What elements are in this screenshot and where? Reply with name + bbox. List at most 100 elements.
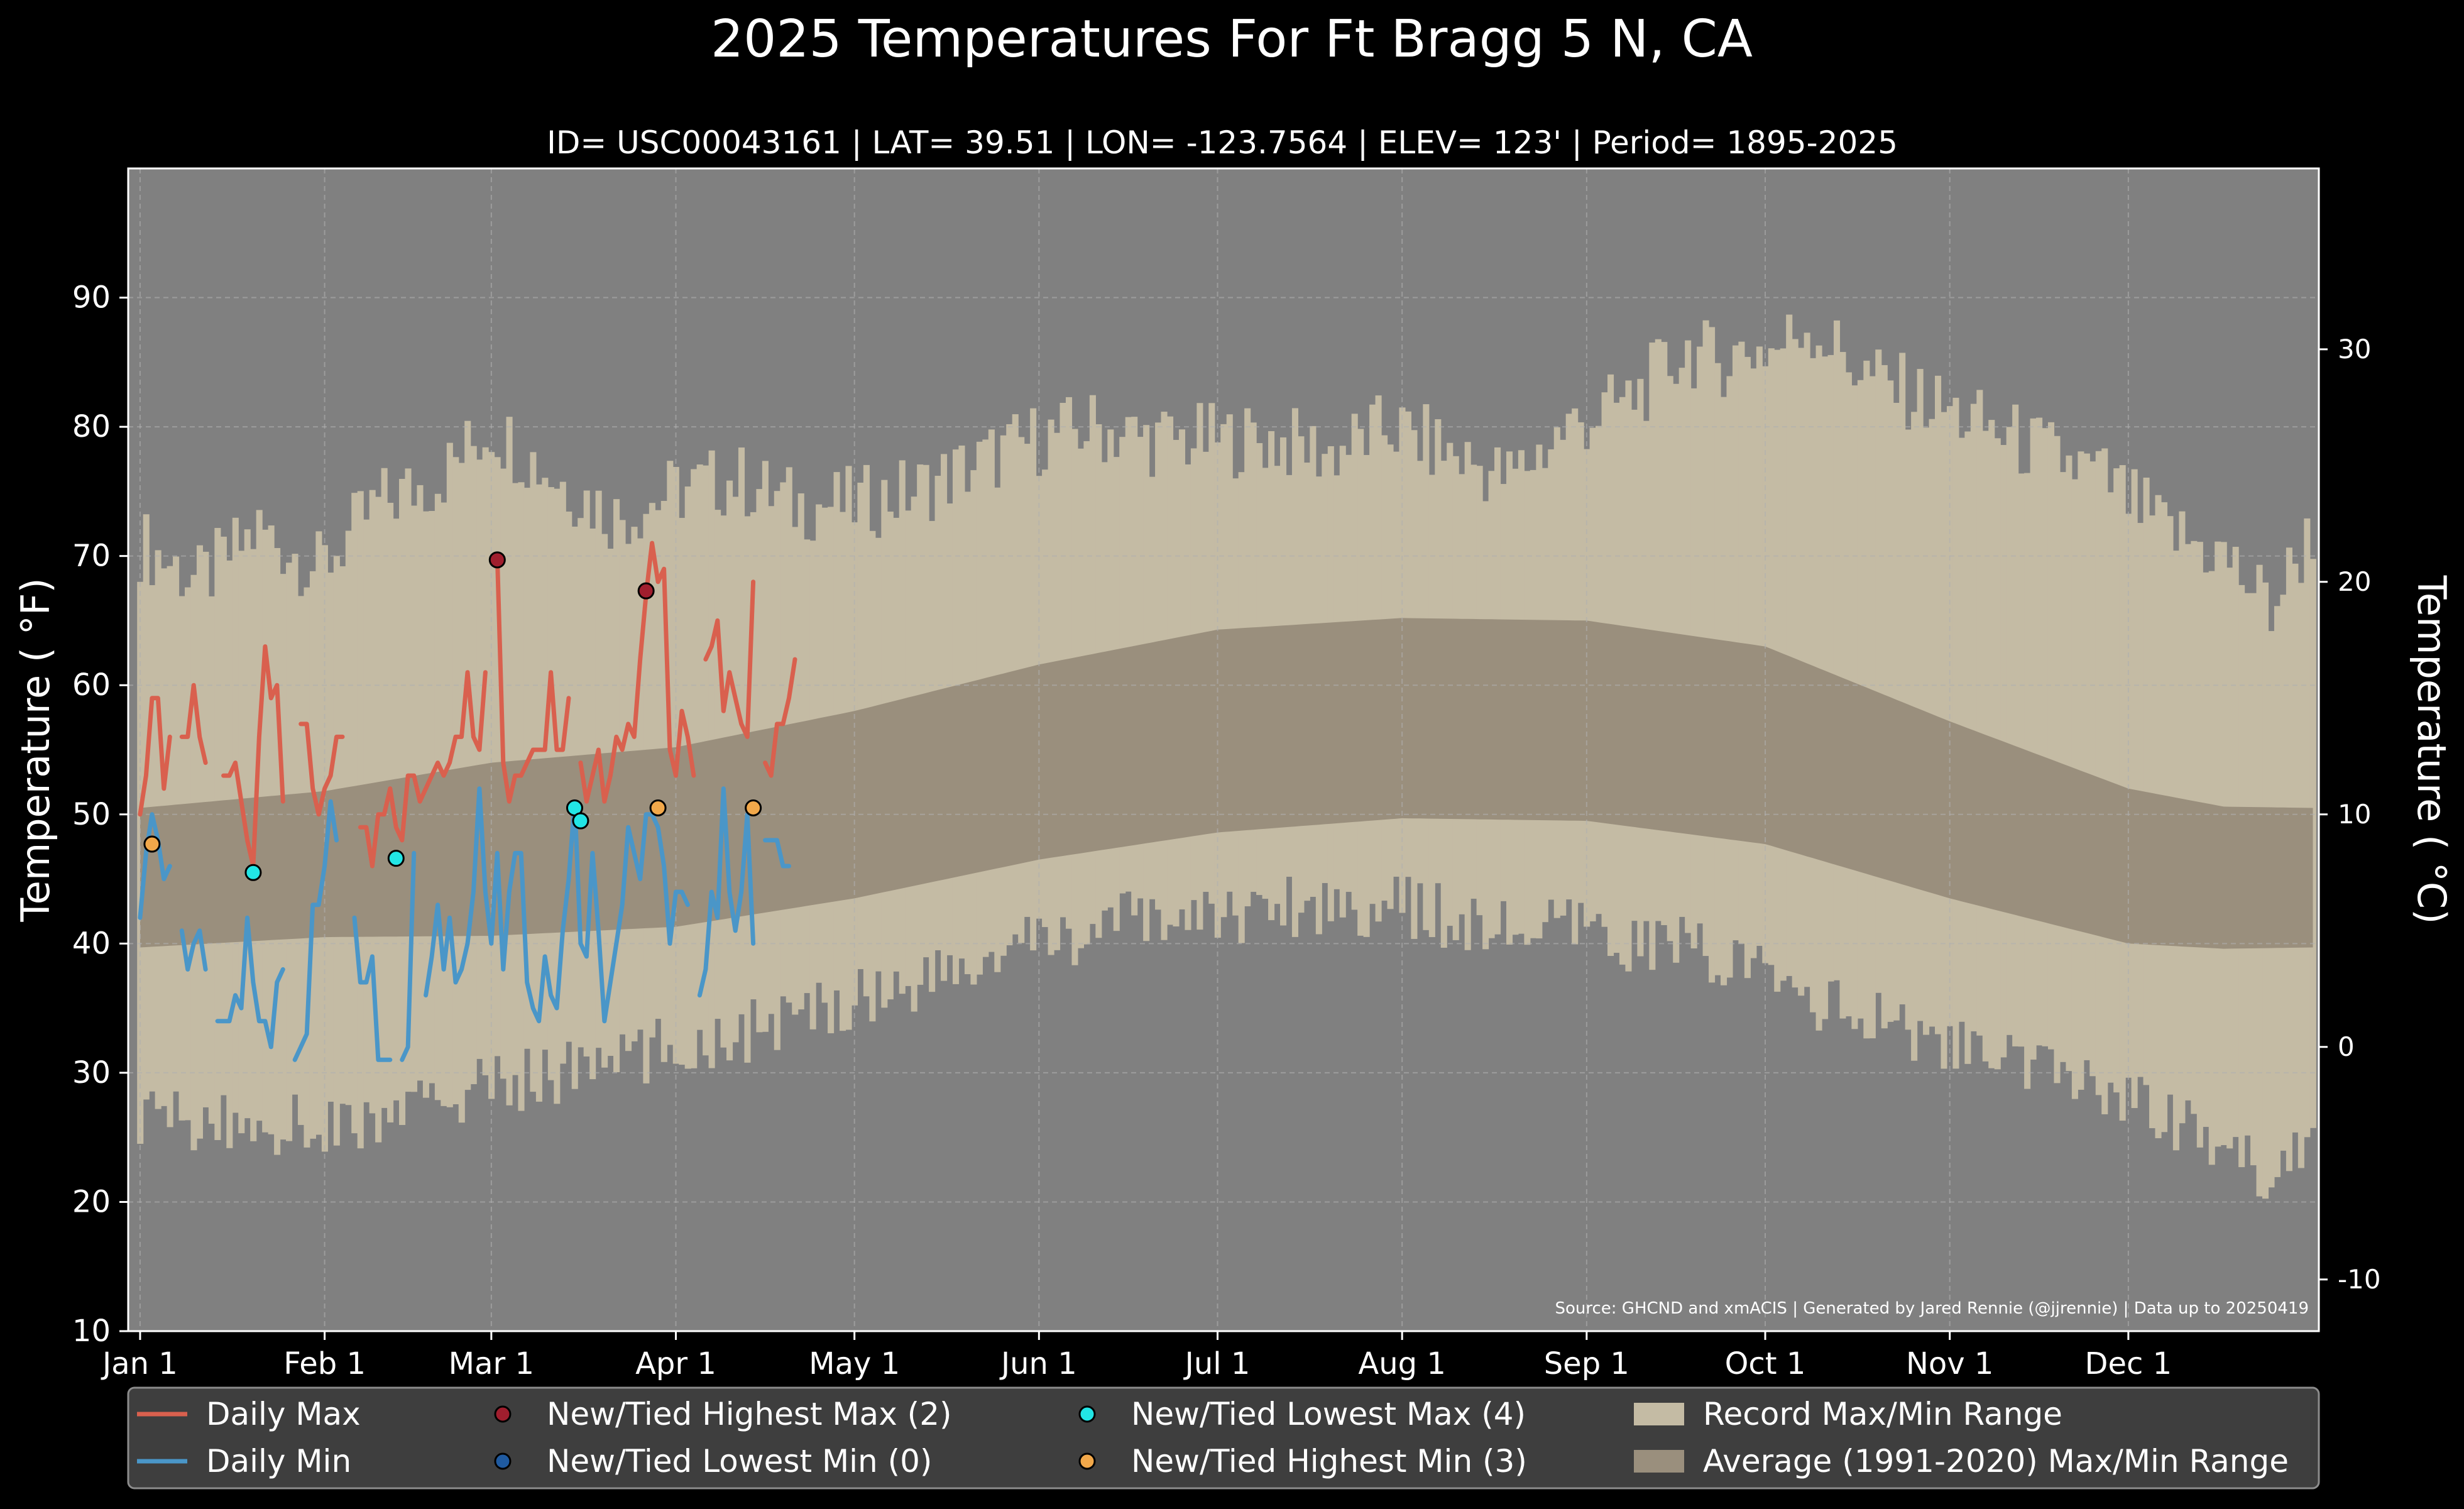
x-tick-label: Jan 1 [101,1346,178,1381]
daily-min-line [138,812,172,920]
legend-label: Record Max/Min Range [1703,1396,2062,1432]
record-range-bar [1976,390,1983,1036]
daily-max-line [763,657,797,778]
y-tick-label: 10 [72,1314,111,1349]
y-right-tick-label: 0 [2338,1031,2355,1062]
record-range-bar [2089,461,2096,1077]
y-tick-label: 20 [72,1184,111,1219]
record-range-bar [2078,451,2084,1090]
record-range-bar [2309,559,2316,1128]
legend-swatch-lowest-max [1078,1405,1096,1423]
record-range-bar [1827,354,1834,982]
legend-label: Average (1991-2020) Max/Min Range [1703,1443,2289,1479]
legend-label: New/Tied Highest Min (3) [1131,1443,1527,1479]
y-tick-label: 70 [72,539,111,574]
legend-swatch-average-range [1634,1450,1684,1473]
record-range-bar [2066,455,2072,1072]
x-tick-label: May 1 [809,1346,900,1381]
daily-max-line [179,683,208,765]
average-range-area [140,618,2313,949]
daily-min-line [215,915,285,1050]
record-point-highest-min [143,835,161,853]
y-right-tick-label: 10 [2338,799,2371,830]
record-range-bar [2083,453,2090,1060]
x-tick-label: Sep 1 [1544,1346,1629,1381]
record-point-highest-min [649,799,667,816]
y-tick-label: 90 [72,280,111,316]
record-range-bar [2030,418,2037,1060]
record-range-bar [1804,332,1810,987]
x-tick-label: Oct 1 [1725,1346,1806,1381]
record-range-bar [2047,422,2055,1050]
record-range-bar [143,514,150,1100]
record-range-bar [1697,346,1704,924]
y-tick-label: 50 [72,797,111,832]
daily-min-line [179,928,208,972]
daily-max-line [703,579,756,739]
record-range-bar [2036,417,2043,1046]
record-point-lowest-max [244,864,262,881]
record-range-bar [2006,427,2013,1035]
record-range-bar [1899,353,1906,1005]
x-tick-label: Nov 1 [1906,1346,1993,1381]
record-range-bar [470,446,477,1085]
y-axis-right: -10 0 10 20 30 [2319,334,2381,1295]
record-range-bar [1655,339,1662,921]
record-range-bar [1970,403,1977,1031]
legend-label: Daily Max [206,1396,361,1432]
grid-lines [128,168,2319,1331]
daily-min-line [292,799,339,1062]
y-axis-label-right: Temperature ( °C) [2409,575,2455,925]
record-range-bar [2054,436,2061,1084]
legend-swatch-highest-min [1078,1452,1096,1470]
record-points [143,551,762,881]
y-tick-label: 80 [72,409,111,444]
daily-max-line [298,722,345,817]
legend-label: New/Tied Highest Max (2) [547,1396,952,1432]
daily-max-line [138,696,172,817]
record-range-bar [2143,477,2150,1085]
record-range-bar [1786,314,1793,976]
y-right-tick-label: -10 [2338,1264,2381,1295]
source-note: Source: GHCND and xmACIS | Generated by … [1555,1299,2309,1318]
record-point-lowest-max [572,812,589,830]
legend-label: New/Tied Lowest Min (0) [547,1443,932,1479]
record-range-bar [2012,404,2019,1046]
record-range-bar [482,447,489,1075]
legend-swatch-highest-max [494,1405,512,1423]
plot-area: Source: GHCND and xmACIS | Generated by … [127,167,2320,1332]
y-tick-label: 40 [72,926,111,961]
record-point-highest-max [488,551,506,569]
daily-max-line [495,554,571,804]
daily-min-line [763,838,791,869]
x-tick-label: Dec 1 [2085,1346,2172,1381]
record-range-bar [506,417,513,1106]
record-range-bar [476,459,483,1059]
record-range-bar [738,447,745,1014]
daily-min-line [352,915,393,1062]
y-tick-label: 60 [72,667,111,703]
legend-swatch-record-range [1634,1403,1684,1425]
y-axis-label: Temperature ( °F) [13,578,58,922]
daily-max-line [358,670,488,869]
legend-box [127,1386,2320,1490]
daily-min-line [697,786,756,998]
x-tick-label: Feb 1 [283,1346,366,1381]
y-axis-left: 10 20 30 40 50 60 70 80 90 [72,280,128,1349]
record-range-bar [2113,468,2120,1093]
chart-title: 2025 Temperatures For Ft Bragg 5 N, CA [711,9,1753,69]
record-range-bar [1875,349,1882,993]
chart-subtitle: ID= USC00043161 | LAT= 39.51 | LON= -123… [547,124,1898,161]
record-range-bar [464,420,471,1090]
record-range-bar [2131,469,2138,1109]
y-right-tick-label: 20 [2338,566,2371,597]
record-range-bar [2042,428,2049,1046]
record-range-bar [2095,451,2102,1095]
x-tick-label: Mar 1 [449,1346,534,1381]
legend: Daily Max Daily Min New/Tied Highest Max (… [127,1386,2320,1490]
plot-frame [127,167,2320,1332]
legend-label: New/Tied Lowest Max (4) [1131,1396,1526,1432]
record-range-bar [1935,375,1942,1034]
record-range-bar [1917,369,1924,1021]
